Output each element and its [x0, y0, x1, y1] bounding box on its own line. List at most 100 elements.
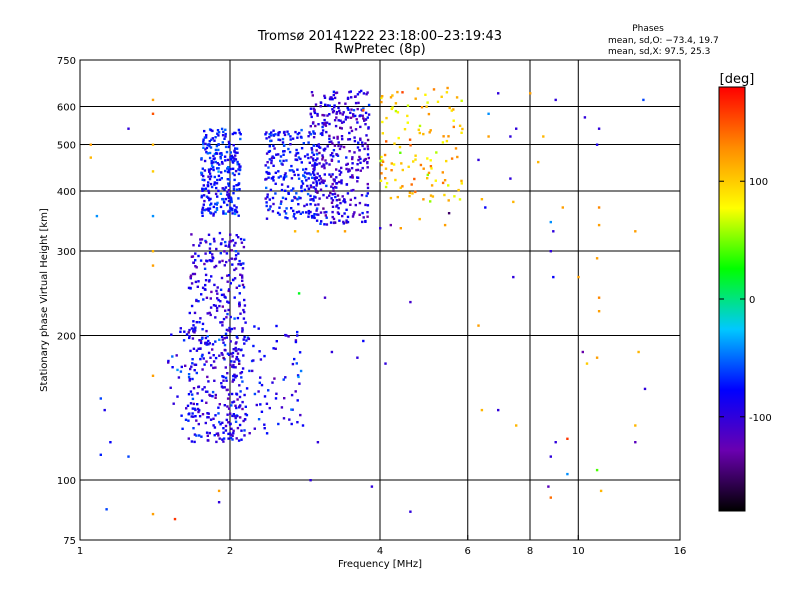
- data-point: [549, 220, 552, 224]
- data-point: [237, 348, 240, 351]
- data-point: [285, 175, 288, 178]
- x-axis-label: Frequency [MHz]: [338, 559, 422, 570]
- data-point: [218, 338, 221, 341]
- data-point: [204, 336, 208, 340]
- data-point: [351, 157, 354, 161]
- data-point: [239, 137, 242, 141]
- data-point: [341, 113, 344, 116]
- data-point: [265, 152, 269, 155]
- data-point: [215, 208, 219, 211]
- data-point: [354, 203, 357, 207]
- data-point: [313, 213, 316, 216]
- data-point: [312, 199, 315, 202]
- data-point: [223, 201, 226, 204]
- data-point: [381, 159, 384, 162]
- data-point: [359, 137, 362, 140]
- x-tick-label: 1: [77, 546, 83, 557]
- data-point: [426, 101, 429, 104]
- data-point: [257, 327, 260, 330]
- data-point: [221, 141, 224, 144]
- data-point: [323, 166, 326, 170]
- data-point: [329, 191, 332, 195]
- data-point: [271, 381, 274, 384]
- data-point: [221, 134, 225, 137]
- data-point: [286, 217, 289, 220]
- data-point: [231, 434, 234, 437]
- data-point: [290, 177, 294, 180]
- data-point: [207, 143, 210, 147]
- data-point: [167, 359, 170, 363]
- data-point: [347, 138, 350, 141]
- data-point: [331, 152, 334, 155]
- data-point: [247, 337, 250, 340]
- data-point: [566, 472, 569, 476]
- data-point: [222, 427, 225, 430]
- data-point: [205, 195, 209, 198]
- x-tick-label: 16: [674, 546, 687, 557]
- data-point: [313, 111, 317, 115]
- data-point: [309, 112, 312, 115]
- data-point: [394, 178, 397, 182]
- data-point: [233, 157, 236, 160]
- data-point: [236, 316, 240, 320]
- data-point: [277, 170, 280, 173]
- data-point: [227, 437, 230, 440]
- data-point: [253, 325, 256, 328]
- data-point: [277, 131, 280, 135]
- data-point: [207, 189, 210, 193]
- data-point: [217, 167, 220, 170]
- data-point: [235, 341, 238, 344]
- data-point: [426, 177, 429, 180]
- data-point: [224, 424, 228, 428]
- data-point: [208, 172, 212, 175]
- data-point: [214, 304, 217, 307]
- data-point: [228, 178, 231, 181]
- data-point: [340, 145, 343, 148]
- data-point: [384, 167, 388, 170]
- data-point: [351, 174, 354, 177]
- data-point: [267, 176, 270, 179]
- data-point: [329, 154, 332, 157]
- data-point: [191, 397, 195, 401]
- data-point: [228, 143, 231, 146]
- data-point: [307, 135, 310, 138]
- data-point: [187, 419, 190, 422]
- data-point: [344, 201, 347, 204]
- data-point: [243, 429, 246, 432]
- data-point: [201, 353, 204, 357]
- data-point: [224, 135, 227, 138]
- data-point: [203, 208, 206, 212]
- data-point: [232, 363, 235, 367]
- data-point: [359, 169, 362, 172]
- data-point: [231, 414, 234, 418]
- data-point: [200, 355, 204, 358]
- data-point: [595, 468, 599, 472]
- data-point: [361, 211, 364, 215]
- data-point: [509, 135, 512, 138]
- data-point: [216, 178, 219, 182]
- data-point: [429, 194, 433, 197]
- data-point: [345, 208, 348, 211]
- data-point: [367, 126, 370, 129]
- data-point: [236, 352, 240, 355]
- data-point: [319, 188, 323, 191]
- data-point: [460, 179, 463, 183]
- data-point: [325, 121, 329, 124]
- data-point: [210, 161, 213, 165]
- data-point: [319, 101, 323, 105]
- data-point: [477, 324, 480, 327]
- data-point: [303, 171, 307, 174]
- data-point: [435, 151, 438, 154]
- data-point: [314, 176, 317, 180]
- data-point: [226, 352, 230, 355]
- data-point: [316, 114, 319, 117]
- data-point: [151, 170, 155, 173]
- data-point: [313, 110, 316, 113]
- data-point: [385, 116, 388, 120]
- y-tick-label: 200: [57, 332, 76, 343]
- data-point: [208, 311, 211, 315]
- data-point: [443, 223, 447, 227]
- data-point: [169, 386, 172, 389]
- data-point: [324, 159, 327, 162]
- phase-stats-x: mean, sd,X: 97.5, 25.3: [608, 47, 710, 57]
